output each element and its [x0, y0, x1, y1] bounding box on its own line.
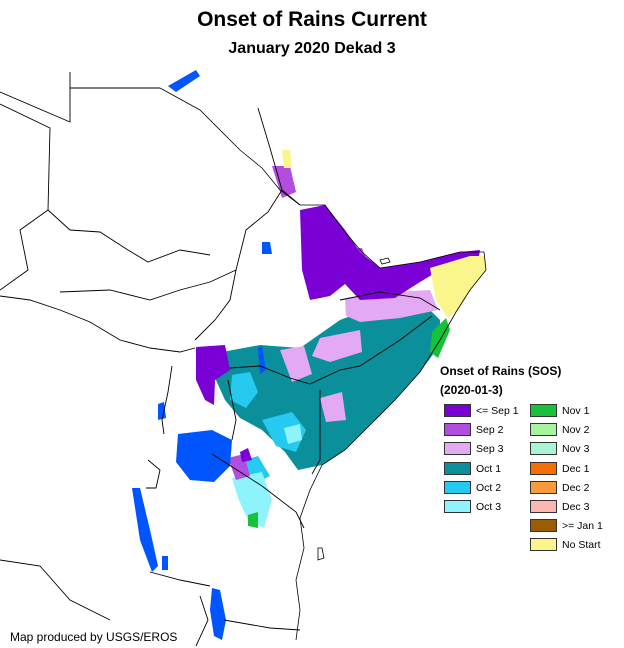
border-uganda-drc [161, 365, 173, 435]
legend-swatch-oct3 [444, 500, 471, 513]
zone-oct3-a [284, 424, 302, 444]
zone-sep2-a [272, 166, 296, 198]
legend-label-dec2: Dec 2 [562, 481, 590, 494]
legend-item-oct1: Oct 1 [444, 461, 501, 476]
legend-item-nov2: Nov 2 [530, 422, 589, 437]
water-bodies [132, 70, 272, 640]
border-drc-angola [0, 559, 111, 621]
legend-label-dec1: Dec 1 [562, 462, 590, 475]
legend-swatch-dec2 [530, 481, 557, 494]
legend-swatch-jan1 [530, 519, 557, 532]
legend-swatch-sep1 [444, 404, 471, 417]
zone-sep1-b [196, 345, 230, 405]
legend-swatch-sep2 [444, 423, 471, 436]
border-egypt-sudan [0, 72, 71, 123]
border-sudan-eritrea [257, 107, 301, 206]
legend-label-jan1: >= Jan 1 [562, 519, 603, 532]
legend-swatch-sep3 [444, 442, 471, 455]
border-south-sudan [59, 269, 237, 301]
legend-label-nostart: No Start [562, 538, 601, 551]
map-subtitle: January 2020 Dekad 3 [228, 40, 396, 57]
map-title: Onset of Rains Current [197, 8, 427, 31]
legend-swatch-nov3 [530, 442, 557, 455]
country-borders [0, 72, 441, 647]
legend-swatch-dec3 [530, 500, 557, 513]
zone-oct2-a [230, 372, 258, 408]
legend-item-sep3: Sep 3 [444, 441, 503, 456]
red-sea-coast-water [168, 70, 200, 92]
zone-nostart-b [282, 150, 292, 168]
legend-item-dec2: Dec 2 [530, 480, 589, 495]
legend-item-nov3: Nov 3 [530, 441, 589, 456]
coast-socotra [379, 257, 391, 265]
legend-label-dec3: Dec 3 [562, 500, 590, 513]
border-chad-sudan [47, 209, 211, 263]
legend-label-oct2: Oct 2 [476, 481, 502, 494]
lake-tanganyika [132, 488, 158, 572]
legend-label-sep3: Sep 3 [476, 442, 504, 455]
coastline [159, 87, 487, 641]
legend-swatch-nov2 [530, 423, 557, 436]
border-uganda-kenya [227, 379, 237, 441]
zone-sep1-c [240, 448, 252, 462]
coast-zanzibar [317, 547, 325, 561]
border-car-drc [0, 295, 196, 353]
legend-label-sep2: Sep 2 [476, 423, 504, 436]
legend-swatch-nov1 [530, 404, 557, 417]
zone-sep1-a [300, 205, 480, 300]
legend-item-oct3: Oct 3 [444, 499, 501, 514]
legend-item-sep1: <= Sep 1 [444, 403, 519, 418]
lake-malawi [210, 588, 226, 640]
border-ethiopia-kenya [229, 315, 433, 385]
border-libya-chad [0, 103, 51, 291]
zone-sep3-b [312, 330, 362, 362]
border-mozambique [223, 619, 301, 631]
legend-label-oct1: Oct 1 [476, 462, 502, 475]
zone-nostart-a [430, 256, 486, 318]
border-sudan-ethiopia [194, 189, 283, 341]
lake-rukwa [162, 556, 168, 570]
legend-swatch-nostart [530, 538, 557, 551]
legend-swatch-oct1 [444, 462, 471, 475]
zone-sep3-d [320, 392, 346, 422]
coast-gulf-of-aden [379, 251, 484, 269]
coast-red-sea [159, 87, 381, 269]
lake-victoria [176, 430, 232, 482]
border-kenya-somalia [311, 390, 321, 475]
zone-sep3-c [280, 346, 312, 382]
legend-title-line1: Onset of Rains (SOS) [440, 364, 562, 378]
legend-title-line2: (2020-01-3) [440, 383, 503, 397]
legend-title: Onset of Rains (SOS) (2020-01-3) [440, 362, 561, 400]
zone-nov1-b [248, 512, 258, 528]
legend-item-sep2: Sep 2 [444, 422, 503, 437]
legend-label-oct3: Oct 3 [476, 500, 502, 513]
border-ethiopia-somalia [339, 291, 441, 311]
legend-label-nov2: Nov 2 [562, 423, 590, 436]
legend-swatch-dec1 [530, 462, 557, 475]
coast-indian-ocean [295, 251, 487, 641]
legend-item-nostart: No Start [530, 537, 601, 552]
legend-label-nov1: Nov 1 [562, 404, 590, 417]
legend-label-nov3: Nov 3 [562, 442, 590, 455]
legend-item-nov1: Nov 1 [530, 403, 589, 418]
border-zambia-malawi [195, 595, 209, 647]
lake-tana [262, 242, 272, 254]
legend-item-jan1: >= Jan 1 [530, 518, 603, 533]
legend-item-oct2: Oct 2 [444, 480, 501, 495]
border-tanzania-zambia [149, 571, 211, 587]
legend-swatch-oct2 [444, 481, 471, 494]
lake-albert [158, 402, 166, 420]
lake-turkana [258, 346, 266, 374]
legend-item-dec1: Dec 1 [530, 461, 589, 476]
border-rwanda-burundi [146, 459, 161, 489]
map-credit: Map produced by USGS/EROS [10, 630, 178, 644]
legend-label-sep1: <= Sep 1 [476, 404, 519, 417]
legend-item-dec3: Dec 3 [530, 499, 589, 514]
